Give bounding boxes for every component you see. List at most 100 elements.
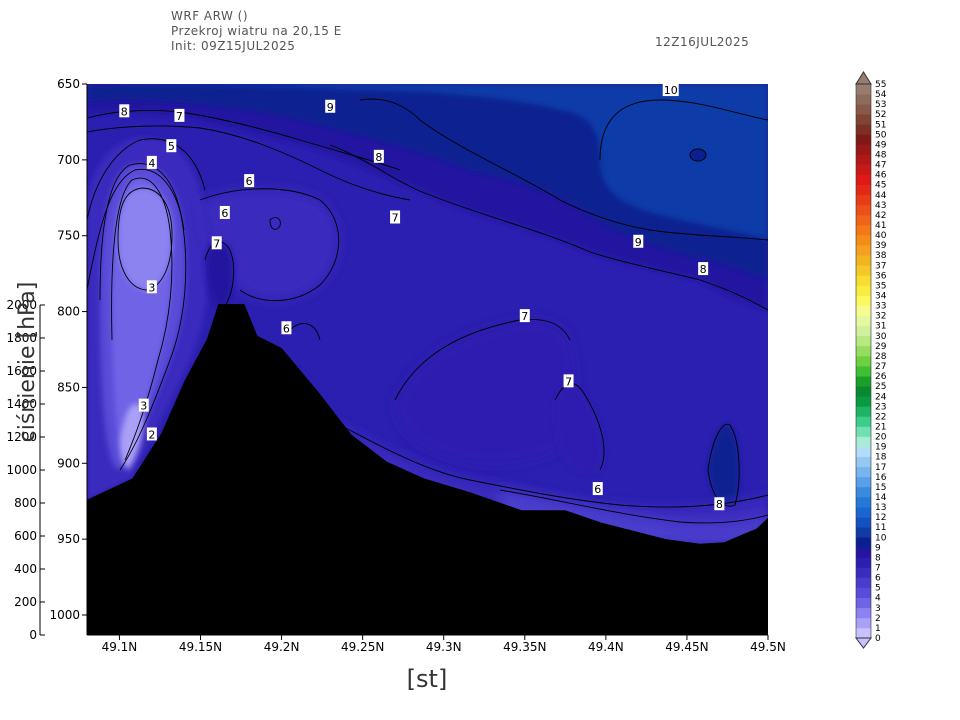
colorbar-segment (856, 436, 871, 447)
contour-label-text: 8 (121, 105, 128, 118)
colorbar-segment (856, 245, 871, 256)
contour-label-box (211, 236, 222, 250)
contour-label: 3 (138, 398, 149, 413)
colorbar-segment (856, 557, 871, 568)
colorbar-segment (856, 486, 871, 498)
y-tick-label: 1000 (49, 608, 80, 622)
colorbar-label: 38 (875, 251, 887, 261)
colorbar-segment (856, 345, 871, 357)
contour-label: 7 (563, 374, 574, 388)
colorbar-segment (856, 225, 871, 236)
terrain-tick-label: 200 (14, 595, 37, 609)
colorbar-segment (856, 134, 871, 145)
colorbar-top-arrow (855, 71, 872, 85)
colorbar-label: 12 (875, 513, 886, 523)
contour-label-text: 6 (221, 207, 228, 220)
contour-label-text: 10 (664, 84, 678, 97)
colorbar-label: 0 (875, 634, 881, 644)
colorbar-label: 1 (875, 624, 881, 634)
x-tick-label: 49.15N (179, 640, 222, 654)
colorbar-label: 6 (875, 574, 881, 584)
x-tick-label: 49.3N (426, 640, 462, 654)
y-axis-label: ciśnienie [hPa] (15, 282, 40, 443)
colorbar-label: 24 (875, 392, 887, 402)
y-tick-label: 800 (57, 305, 80, 319)
contour-label-box (166, 139, 177, 153)
contour-label: 6 (219, 205, 230, 220)
colorbar-label: 55 (875, 80, 886, 90)
contour-label-box (119, 104, 130, 118)
colorbar-segment (856, 567, 871, 578)
y-tick-label: 950 (57, 532, 80, 546)
contour-label-text: 5 (168, 140, 175, 153)
header-init-time: Init: 09Z15JUL2025 (171, 39, 296, 53)
contour-label: 7 (390, 210, 401, 225)
contour-label: 6 (592, 482, 603, 496)
colorbar-segment (856, 285, 871, 296)
contour-label-box (390, 210, 401, 224)
colorbar-label: 16 (875, 473, 887, 483)
colorbar-label: 52 (875, 110, 886, 120)
colorbar-segment (856, 84, 871, 95)
colorbar-label: 11 (875, 523, 886, 533)
colorbar-segment (856, 537, 871, 548)
colorbar-label: 19 (875, 443, 887, 453)
colorbar-segment (856, 144, 871, 155)
colorbar-label: 34 (875, 292, 887, 302)
colorbar-label: 54 (875, 90, 887, 100)
terrain-tick-label: 1600 (6, 364, 37, 378)
contour-label-box (219, 205, 230, 219)
colorbar-segment (856, 396, 871, 407)
contour-label: 8 (698, 262, 709, 276)
colorbar-label: 15 (875, 483, 886, 493)
colorbar-label: 32 (875, 312, 886, 322)
colorbar-segment (856, 597, 871, 609)
colorbar-label: 13 (875, 503, 886, 513)
colorbar-label: 46 (875, 171, 887, 181)
contour-label-box (146, 427, 157, 441)
contour-label-text: 4 (148, 157, 155, 170)
colorbar-segment (856, 184, 871, 196)
colorbar-label: 51 (875, 120, 886, 130)
contour-label: 4 (146, 155, 157, 170)
contour-label-text: 9 (635, 236, 642, 249)
contour-label-box (633, 234, 644, 248)
header-valid-time: 12Z16JUL2025 (655, 35, 750, 49)
colorbar-segment (856, 164, 871, 175)
y-axis-ticks: 650 700 750 800 850 900 950 1000 (49, 77, 87, 622)
terrain-tick-label: 0 (29, 628, 37, 642)
colorbar-segment (856, 456, 871, 468)
colorbar-label: 49 (875, 140, 887, 150)
contour-label-box (563, 374, 574, 388)
header-section-title: Przekroj wiatru na 20,15 E (171, 24, 342, 38)
y-tick-label: 750 (57, 229, 80, 243)
contour-label-text: 6 (283, 322, 290, 335)
contour-label-text: 9 (327, 101, 334, 114)
colorbar-label: 36 (875, 271, 887, 281)
terrain-tick-label: 1200 (6, 430, 37, 444)
contour-label-text: 6 (246, 175, 253, 188)
contour-label: 7 (174, 108, 185, 123)
colorbar-label: 10 (875, 533, 887, 543)
colorbar-label: 17 (875, 463, 886, 473)
contour-label-box (174, 108, 185, 122)
x-tick-label: 49.45N (665, 640, 708, 654)
terrain-tick-label: 800 (14, 496, 37, 510)
colorbar-label: 21 (875, 422, 886, 432)
colorbar-label: 33 (875, 302, 886, 312)
colorbar-label: 23 (875, 402, 886, 412)
contour-label-text: 7 (392, 212, 399, 225)
contour-label: 8 (119, 104, 130, 118)
contour-label-box (519, 309, 530, 323)
colorbar-segment (856, 366, 871, 377)
x-tick-label: 49.4N (588, 640, 624, 654)
colorbar-segment (856, 295, 871, 306)
colorbar-segment (856, 496, 871, 508)
x-tick-label: 49.2N (264, 640, 300, 654)
contour-label-text: 3 (140, 400, 147, 413)
terrain-silhouette (87, 304, 768, 635)
colorbar-segment (856, 315, 871, 327)
colorbar-label: 14 (875, 493, 887, 503)
contour-label-box (325, 99, 336, 113)
